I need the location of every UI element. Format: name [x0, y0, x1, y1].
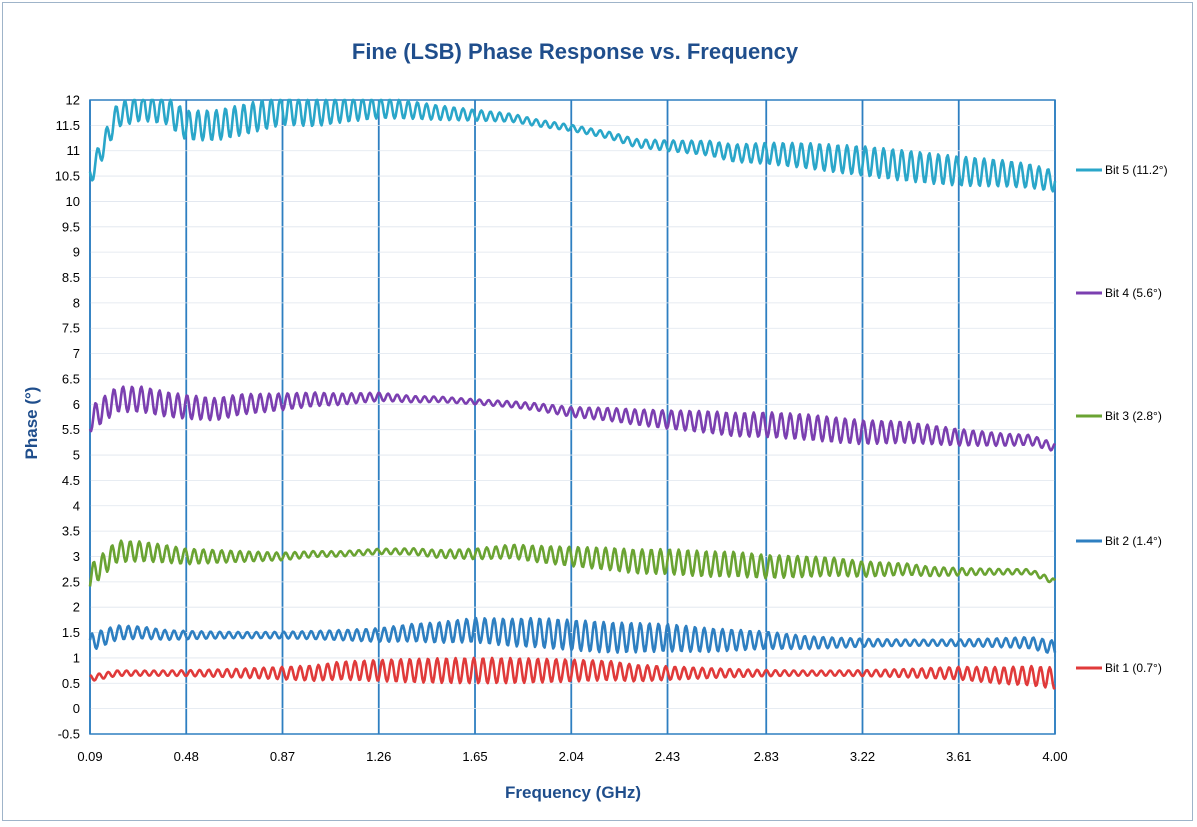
y-tick-label: 3.5 — [62, 524, 80, 539]
legend-label: Bit 4 (5.6°) — [1105, 286, 1162, 300]
y-tick-label: 1 — [73, 650, 80, 665]
x-axis-title: Frequency (GHz) — [505, 783, 641, 802]
series-line-2 — [88, 616, 1057, 654]
y-tick-label: 5.5 — [62, 422, 80, 437]
legend-label: Bit 5 (11.2°) — [1105, 163, 1168, 177]
series-line-4 — [88, 385, 1057, 452]
y-tick-label: 2 — [73, 600, 80, 615]
axes: 0.09 0.48 0.87 1.26 1.65 2.04 2.43 2.83 3.22 3.61… — [55, 93, 1068, 765]
x-tick-label: 2.83 — [754, 749, 779, 764]
y-tick-label: 0 — [73, 701, 80, 716]
x-tick-label: 2.04 — [559, 749, 584, 764]
plot-area-border — [89, 99, 1056, 735]
y-tick-label: 4 — [73, 498, 80, 513]
x-tick-label: 1.65 — [462, 749, 487, 764]
x-tick-label: 0.09 — [77, 749, 102, 764]
legend-label: Bit 2 (1.4°) — [1105, 534, 1162, 548]
y-tick-label: 11 — [67, 143, 81, 158]
y-tick-label: 12 — [66, 93, 80, 108]
legend-label: Bit 1 (0.7°) — [1105, 661, 1162, 675]
y-tick-label: 11.5 — [56, 118, 80, 133]
x-tick-label: 2.43 — [655, 749, 680, 764]
series-line-5 — [88, 98, 1057, 193]
x-tick-label: 0.48 — [174, 749, 199, 764]
y-tick-label: 10 — [66, 194, 80, 209]
y-tick-label: 7.5 — [62, 321, 80, 336]
x-tick-label: 3.61 — [946, 749, 971, 764]
y-tick-label: 4.5 — [62, 473, 80, 488]
y-tick-label: 6.5 — [62, 371, 80, 386]
x-tick-label: 4.00 — [1042, 749, 1067, 764]
y-tick-label: 6 — [73, 397, 80, 412]
y-tick-label: 0.5 — [62, 676, 80, 691]
y-tick-label: 8.5 — [62, 270, 80, 285]
chart-title: Fine (LSB) Phase Response vs. Frequency — [352, 39, 799, 64]
legend-label: Bit 3 (2.8°) — [1105, 409, 1162, 423]
series-line-1 — [89, 656, 1056, 690]
y-tick-label: 10.5 — [55, 169, 80, 184]
x-tick-label: 3.22 — [850, 749, 875, 764]
x-tick-label: 1.26 — [366, 749, 391, 764]
y-tick-label: 2.5 — [62, 574, 80, 589]
y-axis-title: Phase (°) — [22, 387, 41, 460]
series-lines — [88, 98, 1057, 690]
y-tick-label: 9.5 — [62, 219, 80, 234]
y-tick-label: 8 — [73, 295, 80, 310]
y-tick-label: 9 — [73, 245, 80, 260]
phase-response-chart: Fine (LSB) Phase Response vs. Frequency … — [22, 39, 1168, 802]
y-tick-label: 5 — [73, 448, 80, 463]
y-tick-label: 1.5 — [62, 625, 80, 640]
series-line-3 — [88, 539, 1057, 587]
y-tick-label: -0.5 — [58, 727, 80, 742]
y-tick-label: 7 — [73, 346, 80, 361]
x-tick-label: 0.87 — [270, 749, 295, 764]
legend: Bit 5 (11.2°) Bit 4 (5.6°) Bit 3 (2.8°) Bit… — [1076, 163, 1168, 675]
y-tick-label: 3 — [73, 549, 80, 564]
